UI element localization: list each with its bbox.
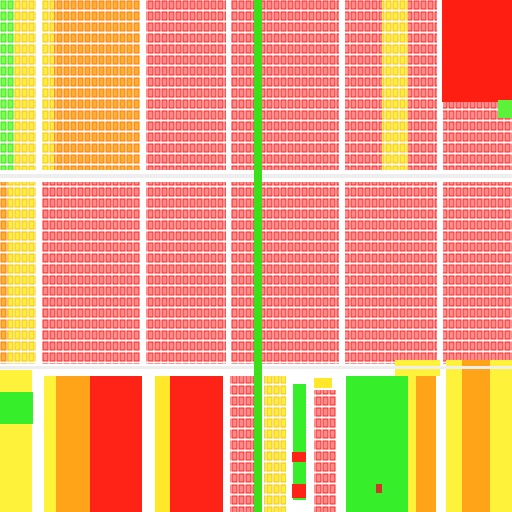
cell-grid [146,182,226,364]
block [44,376,56,512]
cell-grid [230,376,256,512]
block [293,384,306,500]
cell-grid [146,0,226,170]
block [376,484,382,493]
block [90,376,142,512]
block [314,378,332,388]
cell-grid [231,182,339,364]
block [442,0,512,102]
block [462,360,490,512]
cell-grid [314,390,336,512]
cell-grid [443,182,512,364]
block [416,376,436,512]
cell-grid [42,182,140,364]
block [0,370,32,512]
block [170,376,223,512]
stripe [254,0,262,512]
cell-grid [345,182,437,364]
cell-grid [42,0,140,170]
block [56,376,90,512]
cell-grid [382,0,408,170]
block [408,376,416,512]
cell-grid [264,376,286,512]
block [0,392,33,424]
block [498,100,512,118]
cell-grid [0,182,8,364]
cell-grid [0,0,14,170]
cell-grid [42,0,54,170]
cell-grid [231,0,339,170]
block [292,452,306,462]
block [155,376,170,512]
block [292,484,306,498]
